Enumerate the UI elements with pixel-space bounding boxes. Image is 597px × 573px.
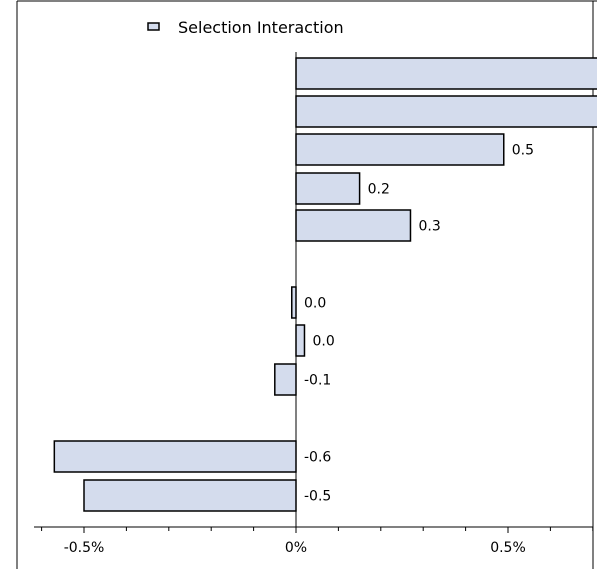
data-label: 0.0	[312, 334, 334, 350]
bar	[295, 57, 597, 90]
bar	[295, 133, 505, 166]
bar	[53, 440, 297, 473]
data-label: 0.5	[512, 143, 534, 159]
x-tick-label: 0.5%	[490, 540, 526, 556]
data-label: -0.5	[304, 489, 331, 505]
data-label: -0.6	[304, 450, 331, 466]
data-label: 0.0	[304, 296, 326, 312]
legend: Selection Interaction	[147, 18, 344, 37]
legend-label: Selection Interaction	[178, 18, 344, 37]
data-label: 0.3	[418, 219, 440, 235]
x-axis: -1%-0.5%0%0.5%1%	[34, 526, 594, 556]
bar	[295, 172, 361, 205]
bar	[295, 324, 306, 357]
data-label: -0.1	[304, 373, 331, 389]
x-tick-label: 0%	[285, 540, 307, 556]
data-labels: 0.90.80.50.20.30.00.0-0.1-0.6-0.5	[304, 143, 534, 505]
data-label: 0.2	[368, 182, 390, 198]
bar	[274, 363, 297, 396]
bar	[295, 95, 597, 128]
bar	[295, 209, 412, 242]
bar	[291, 286, 297, 319]
x-tick-label: -0.5%	[64, 540, 105, 556]
bar-series	[53, 52, 597, 527]
legend-swatch	[147, 22, 160, 31]
bar	[83, 479, 297, 512]
